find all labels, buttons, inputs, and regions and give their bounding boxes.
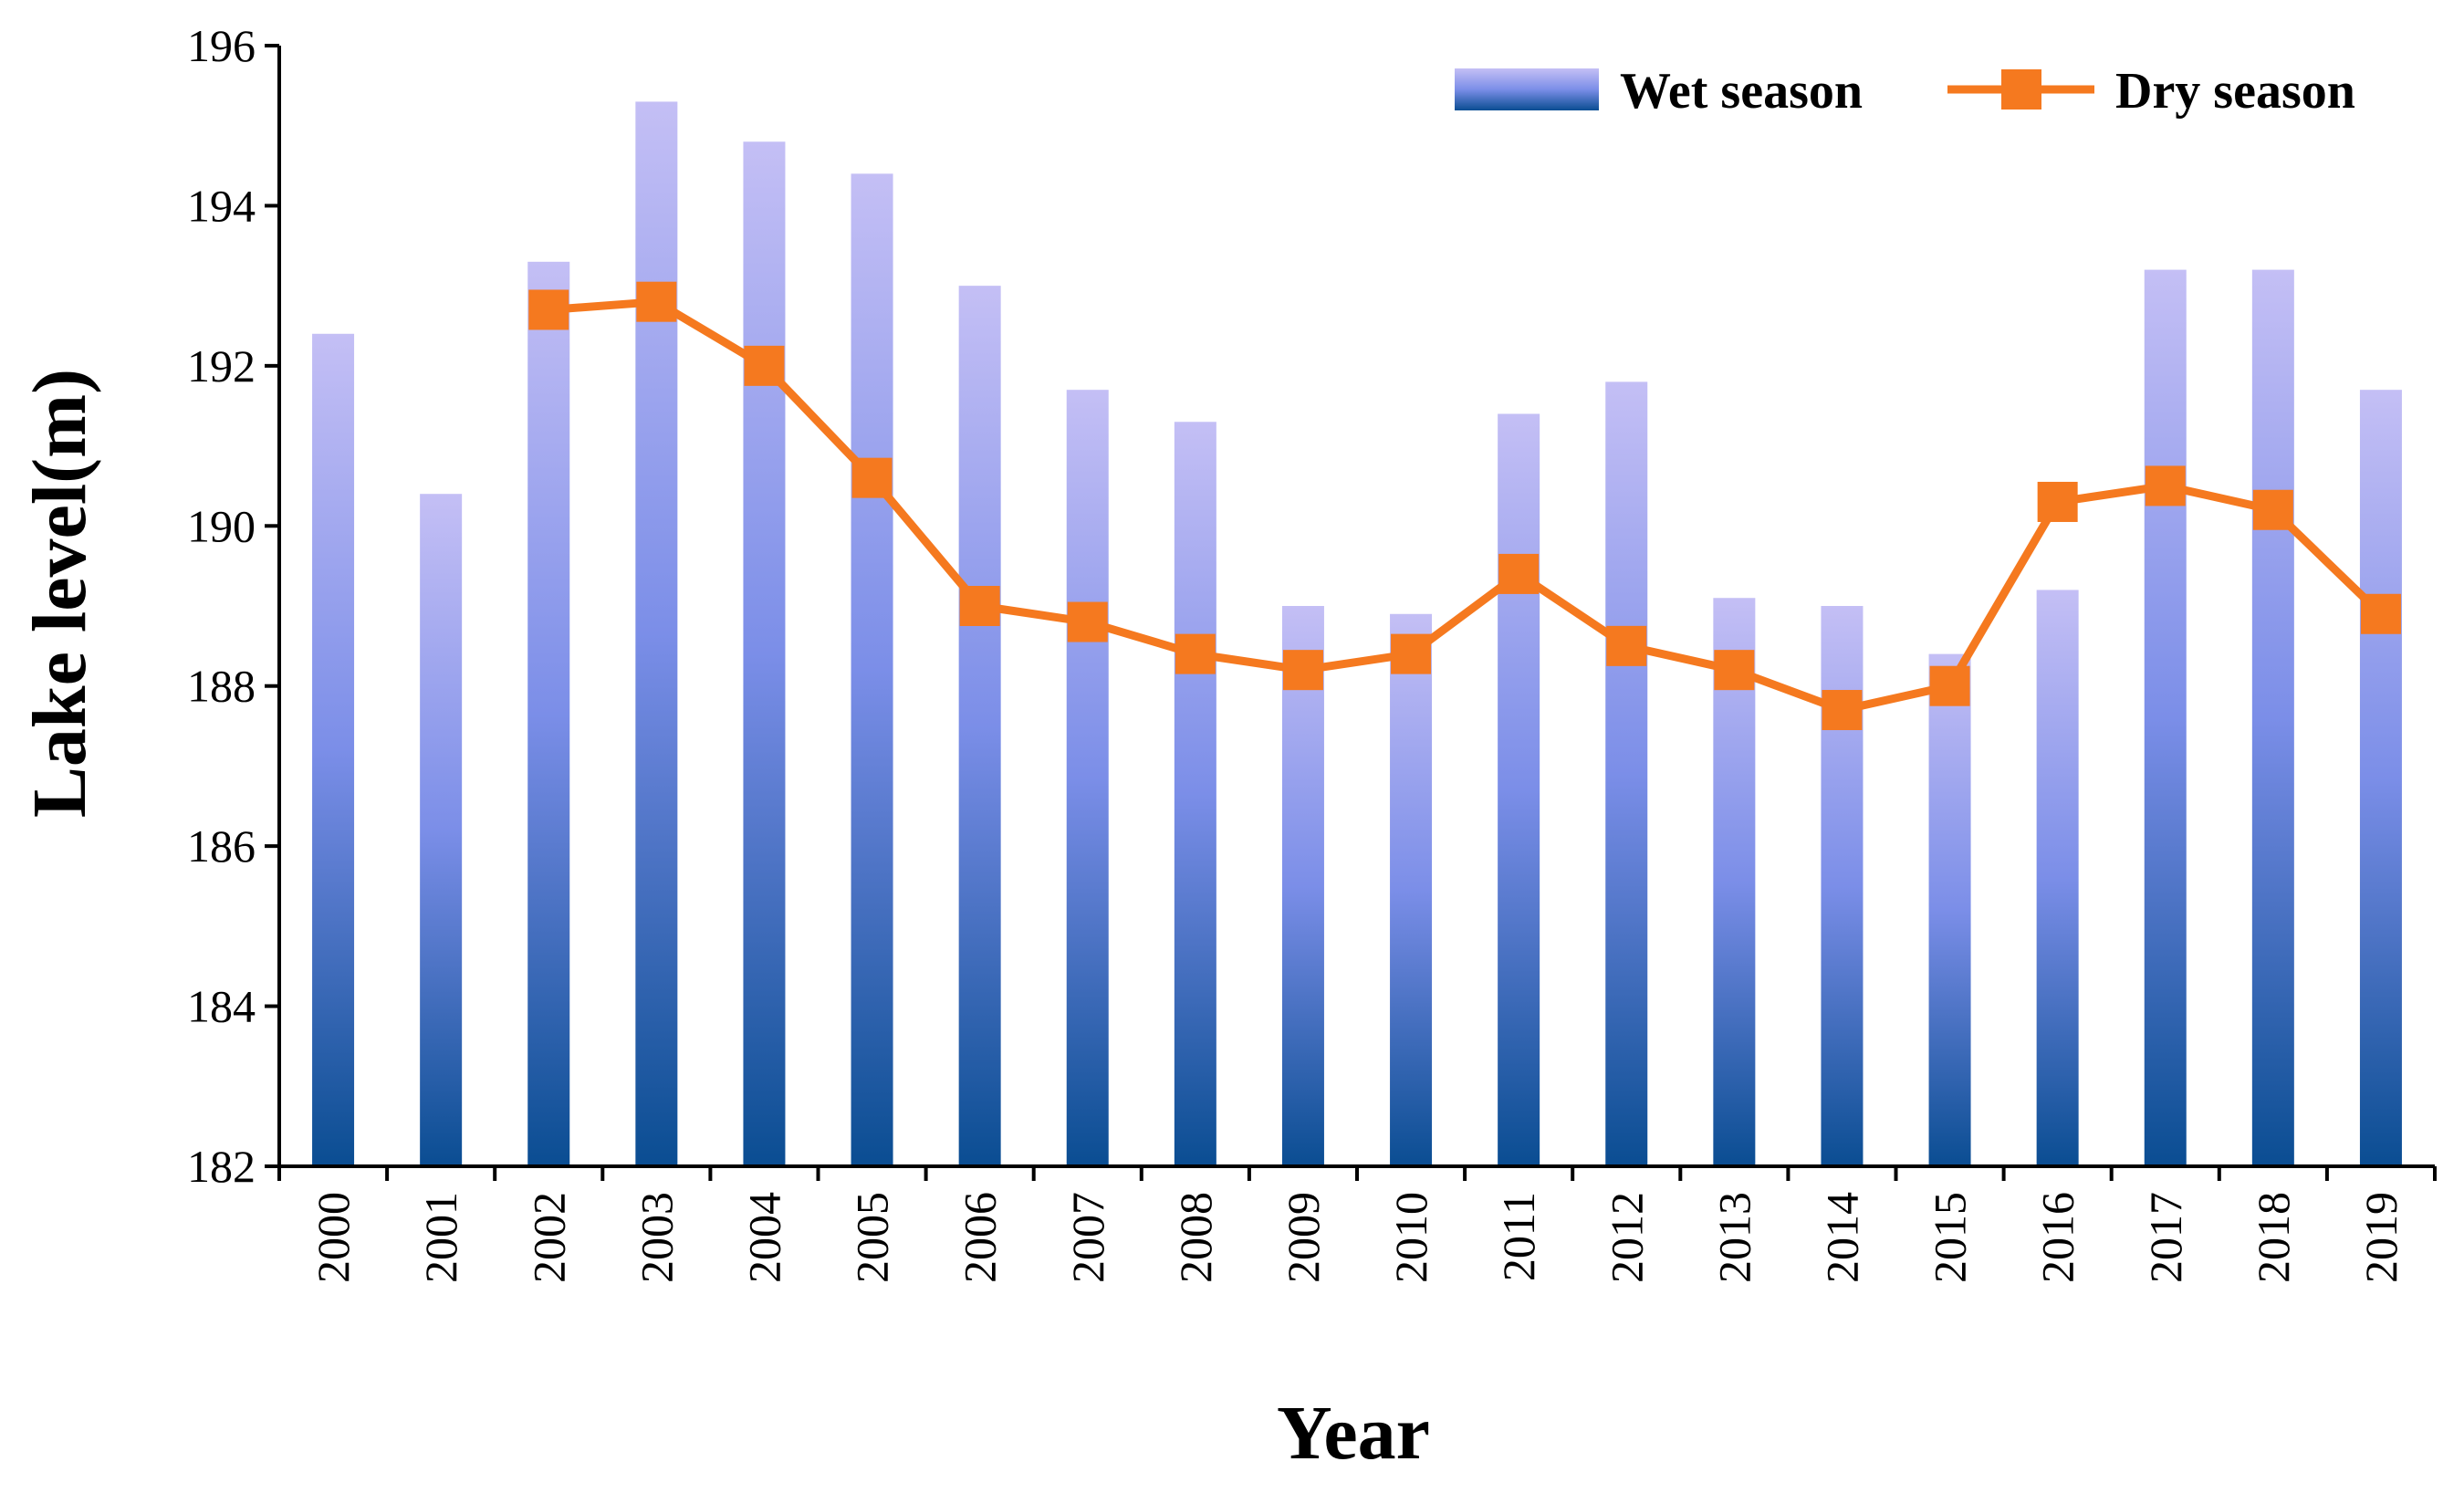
bar-wet-season-2007 bbox=[1066, 390, 1109, 1167]
y-tick-label-184: 184 bbox=[187, 981, 256, 1032]
y-tick-label-196: 196 bbox=[187, 20, 256, 71]
x-tick-label-2007: 2007 bbox=[1062, 1192, 1113, 1283]
dry-season-marker-2007 bbox=[1067, 601, 1108, 642]
bar-wet-season-2005 bbox=[851, 173, 893, 1166]
legend-dry-season-label: Dry season bbox=[2115, 63, 2355, 120]
legend: Wet season Dry season bbox=[1455, 63, 2355, 120]
dry-season-marker-2008 bbox=[1175, 633, 1216, 674]
x-tick-label-2019: 2019 bbox=[2355, 1192, 2407, 1283]
y-axis-title: Lake level(m) bbox=[17, 369, 102, 818]
y-tick-label-188: 188 bbox=[187, 661, 256, 712]
tick-labels: 182 184 186 188 190 192 194 196 2000 2001 2002 2003… bbox=[187, 20, 2407, 1283]
x-tick-label-2005: 2005 bbox=[847, 1192, 898, 1283]
dry-season-marker-2015 bbox=[1929, 665, 1970, 706]
dry-season-marker-2016 bbox=[2037, 481, 2078, 522]
bar-wet-season-2001 bbox=[420, 494, 463, 1166]
x-tick-label-2012: 2012 bbox=[1601, 1192, 1652, 1283]
dry-season-marker-2012 bbox=[1606, 625, 1647, 666]
bar-wet-season-2016 bbox=[2036, 590, 2079, 1166]
x-tick-label-2013: 2013 bbox=[1708, 1192, 1759, 1283]
x-tick-label-2011: 2011 bbox=[1493, 1192, 1544, 1281]
dry-season-line-path bbox=[548, 298, 2385, 715]
x-tick-label-2002: 2002 bbox=[523, 1192, 574, 1283]
x-tick-label-2010: 2010 bbox=[1385, 1192, 1436, 1283]
dry-season-marker-2009 bbox=[1282, 650, 1323, 691]
bar-wet-season-2008 bbox=[1174, 422, 1216, 1166]
y-tick-label-190: 190 bbox=[187, 500, 256, 551]
bar-wet-season-2018 bbox=[2251, 269, 2294, 1167]
dry-season-marker-2006 bbox=[959, 586, 1000, 626]
bar-wet-season-2002 bbox=[527, 261, 570, 1166]
x-tick-label-2017: 2017 bbox=[2140, 1192, 2191, 1283]
dry-season-marker-2017 bbox=[2145, 465, 2186, 506]
x-tick-label-2016: 2016 bbox=[2032, 1192, 2083, 1283]
dry-season-line bbox=[528, 281, 2401, 731]
dry-season-marker-2003 bbox=[636, 281, 677, 322]
wet-season-bars bbox=[312, 101, 2402, 1167]
dry-season-marker-2010 bbox=[1391, 633, 1432, 674]
x-tick-label-2018: 2018 bbox=[2248, 1192, 2299, 1283]
x-tick-label-2006: 2006 bbox=[955, 1192, 1006, 1283]
bar-wet-season-2019 bbox=[2359, 390, 2402, 1167]
dry-season-marker-2004 bbox=[744, 345, 785, 386]
x-tick-label-2008: 2008 bbox=[1170, 1192, 1221, 1283]
x-axis-title: Year bbox=[1277, 1391, 1430, 1476]
bar-wet-season-2012 bbox=[1605, 381, 1648, 1166]
bar-wet-season-2015 bbox=[1928, 653, 1971, 1166]
x-tick-label-2001: 2001 bbox=[415, 1192, 466, 1283]
dry-season-marker-2019 bbox=[2360, 593, 2401, 634]
bar-wet-season-2011 bbox=[1498, 413, 1540, 1166]
bar-wet-season-2000 bbox=[312, 333, 355, 1166]
bar-wet-season-2009 bbox=[1281, 606, 1324, 1166]
dry-season-marker-2018 bbox=[2252, 489, 2293, 530]
x-tick-label-2000: 2000 bbox=[308, 1192, 359, 1283]
bar-wet-season-2017 bbox=[2144, 269, 2187, 1167]
dry-season-marker-2005 bbox=[851, 457, 893, 498]
y-tick-label-192: 192 bbox=[187, 340, 256, 392]
legend-dry-season-marker bbox=[2001, 69, 2041, 110]
dry-season-marker-2014 bbox=[1822, 690, 1863, 731]
x-tick-label-2009: 2009 bbox=[1278, 1192, 1329, 1283]
x-tick-label-2004: 2004 bbox=[738, 1192, 789, 1283]
y-tick-label-186: 186 bbox=[187, 820, 256, 872]
dry-season-marker-2011 bbox=[1498, 553, 1540, 594]
bar-wet-season-2003 bbox=[635, 101, 678, 1166]
legend-wet-season-swatch bbox=[1455, 68, 1599, 110]
bar-wet-season-2004 bbox=[743, 141, 786, 1167]
x-tick-label-2014: 2014 bbox=[1816, 1192, 1867, 1283]
dry-season-marker-2002 bbox=[528, 289, 569, 330]
bar-wet-season-2013 bbox=[1713, 598, 1756, 1166]
axes bbox=[265, 44, 2437, 1181]
bar-wet-season-2010 bbox=[1390, 613, 1433, 1166]
legend-wet-season-label: Wet season bbox=[1620, 63, 1863, 120]
bar-wet-season-2006 bbox=[958, 286, 1001, 1167]
y-tick-label-182: 182 bbox=[187, 1141, 256, 1192]
x-tick-label-2015: 2015 bbox=[1925, 1192, 1976, 1283]
x-tick-label-2003: 2003 bbox=[631, 1192, 682, 1283]
y-tick-label-194: 194 bbox=[187, 180, 256, 231]
dry-season-marker-2013 bbox=[1714, 650, 1755, 691]
